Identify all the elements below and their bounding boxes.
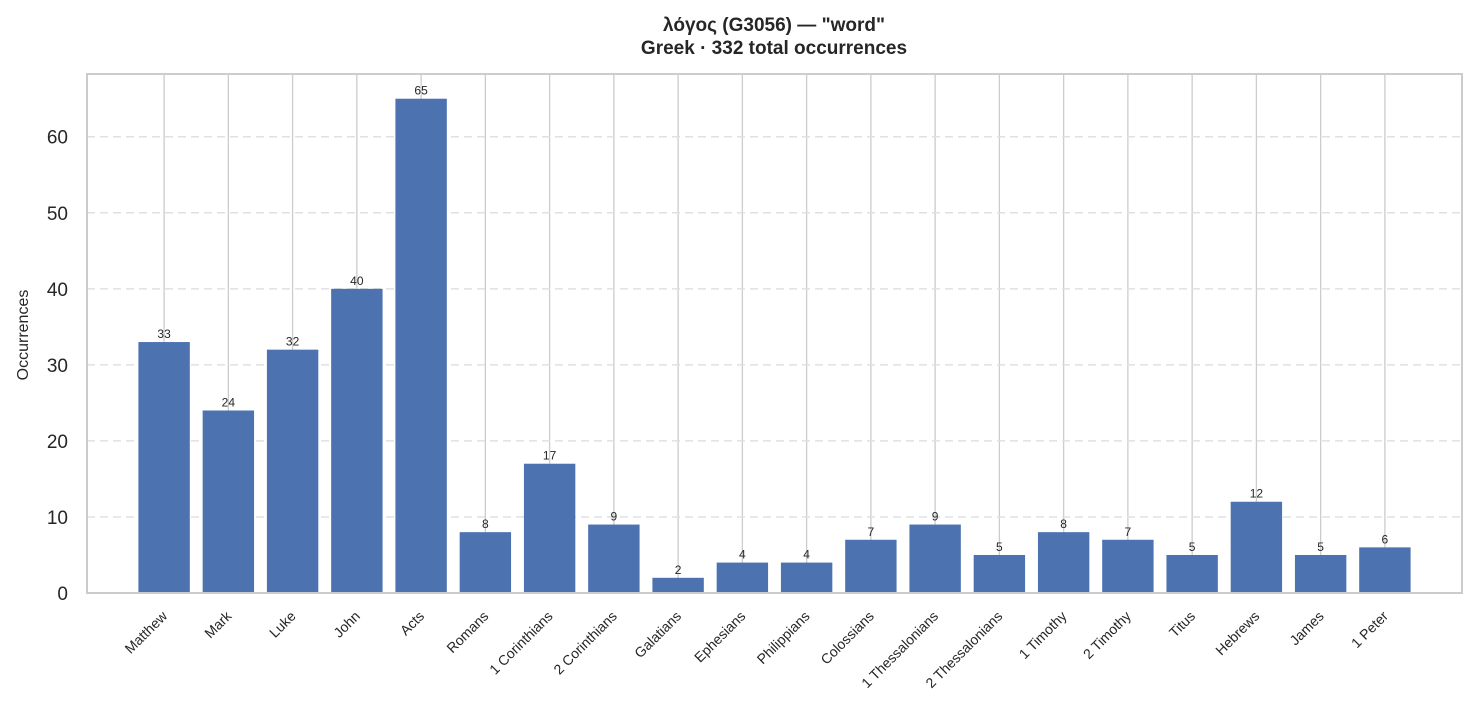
- chart-title: λόγος (G3056) — "word": [663, 15, 885, 36]
- data-label: 17: [543, 449, 557, 463]
- data-label: 12: [1250, 487, 1264, 501]
- data-label: 4: [739, 548, 746, 562]
- x-tick-label: Romans: [443, 608, 491, 656]
- x-tick-label: Acts: [397, 608, 428, 639]
- y-tick-label: 40: [47, 280, 68, 301]
- data-label: 24: [222, 395, 236, 409]
- data-label: 40: [350, 274, 364, 288]
- bar: [716, 562, 769, 593]
- data-label: 5: [996, 540, 1003, 554]
- data-label: 65: [414, 84, 428, 98]
- bar: [459, 532, 512, 593]
- x-tick-label: 1 Peter: [1348, 608, 1391, 651]
- plot-frame: [86, 73, 1463, 594]
- x-tick-label: Hebrews: [1212, 608, 1262, 658]
- bar: [909, 524, 961, 593]
- bar: [588, 524, 640, 593]
- x-tick-label: 2 Timothy: [1080, 608, 1134, 662]
- x-tick-label: James: [1286, 608, 1326, 648]
- data-label: 9: [932, 510, 939, 524]
- bar: [202, 410, 255, 593]
- x-tick-label: Luke: [266, 608, 299, 641]
- bar: [331, 288, 383, 593]
- data-label: 32: [286, 335, 300, 349]
- bar: [1037, 532, 1090, 593]
- data-label: 33: [157, 327, 171, 341]
- bar: [138, 342, 190, 593]
- y-tick-labels: 0 10 20 30 40 50 60: [47, 128, 68, 605]
- bar: [1166, 554, 1218, 593]
- x-tick-label: John: [330, 608, 363, 641]
- data-label: 2: [675, 563, 682, 577]
- y-tick-label: 30: [47, 356, 68, 377]
- data-label: 7: [1125, 525, 1132, 539]
- bar: [395, 98, 447, 593]
- data-label: 8: [482, 517, 489, 531]
- bar: [523, 463, 576, 593]
- bar: [266, 349, 319, 593]
- bar: [780, 562, 833, 593]
- bar: [1230, 501, 1283, 593]
- y-tick-label: 20: [47, 432, 68, 453]
- bar: [652, 577, 704, 593]
- x-tick-label: Galatians: [631, 608, 684, 661]
- chart-subtitle: Greek · 332 total occurrences: [641, 38, 907, 59]
- x-tick-label: Matthew: [121, 607, 170, 656]
- x-tick-label: 2 Corinthians: [550, 608, 620, 678]
- x-tick-label: Philippians: [754, 608, 813, 667]
- y-tick-label: 10: [47, 508, 68, 529]
- y-tick-label: 0: [57, 584, 68, 605]
- x-tick-label: 1 Timothy: [1016, 608, 1070, 662]
- y-tick-label: 50: [47, 204, 68, 225]
- data-label: 5: [1317, 540, 1324, 554]
- bar: [1359, 547, 1411, 593]
- data-label: 5: [1189, 540, 1196, 554]
- data-label: 6: [1382, 532, 1389, 546]
- x-tick-label: Mark: [201, 607, 235, 641]
- x-tick-label: Titus: [1166, 608, 1198, 640]
- x-tick-label: 1 Corinthians: [486, 608, 556, 678]
- data-label: 7: [868, 525, 875, 539]
- bars: [138, 98, 1411, 593]
- data-label: 4: [803, 548, 810, 562]
- y-tick-label: 60: [47, 128, 68, 149]
- bar: [973, 554, 1026, 593]
- data-label: 9: [611, 510, 618, 524]
- data-label: 8: [1060, 517, 1067, 531]
- bar: [1102, 539, 1154, 593]
- x-tick-label: Ephesians: [691, 608, 749, 666]
- bar: [1294, 554, 1347, 593]
- x-tick-label: Colossians: [817, 608, 877, 668]
- bar: [845, 539, 897, 593]
- y-axis-label: Occurrences: [15, 290, 32, 381]
